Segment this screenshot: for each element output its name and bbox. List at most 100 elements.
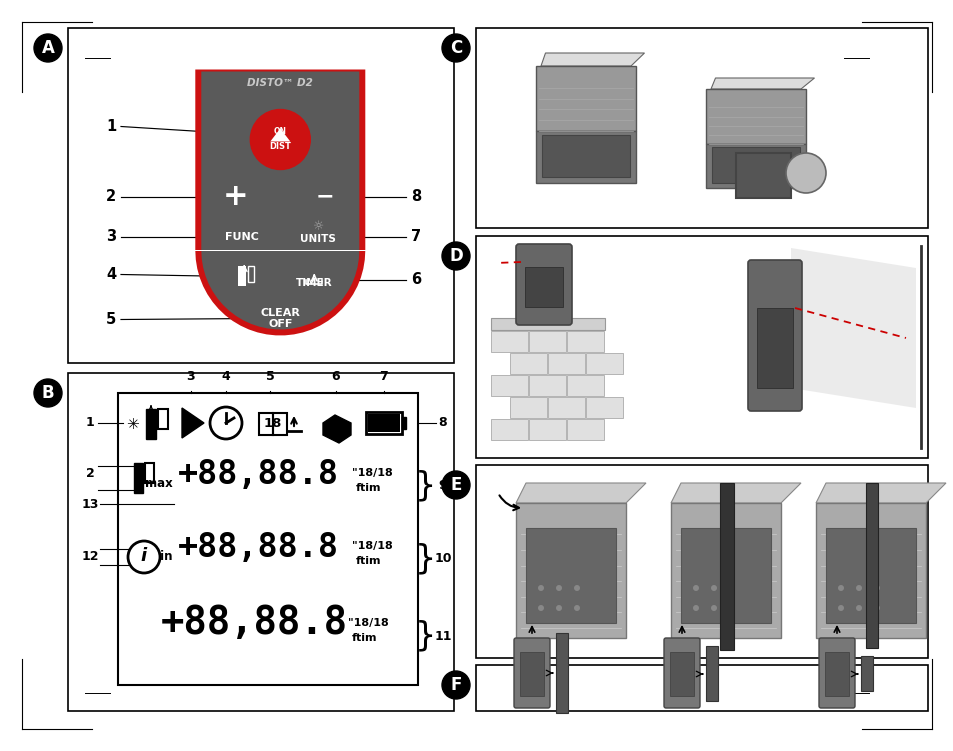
Circle shape <box>441 242 470 270</box>
Circle shape <box>128 541 160 573</box>
Bar <box>529 375 565 396</box>
Bar <box>566 375 603 396</box>
Text: "18/18: "18/18 <box>352 541 393 551</box>
Text: TIMER: TIMER <box>295 279 333 288</box>
Bar <box>525 528 616 623</box>
Text: }: } <box>414 469 436 502</box>
Bar <box>566 331 603 352</box>
Polygon shape <box>540 53 644 66</box>
Circle shape <box>710 605 717 611</box>
Bar <box>133 463 143 493</box>
Circle shape <box>855 605 862 611</box>
Circle shape <box>728 585 734 591</box>
Text: "18/18: "18/18 <box>348 618 388 628</box>
Text: 1: 1 <box>86 417 94 430</box>
Bar <box>720 483 733 650</box>
Polygon shape <box>182 408 204 438</box>
Bar <box>556 633 567 713</box>
Text: E: E <box>450 476 461 494</box>
Bar <box>536 66 636 131</box>
Text: −: − <box>315 186 335 207</box>
Text: UNITS: UNITS <box>300 234 335 243</box>
Bar <box>529 419 565 440</box>
Polygon shape <box>815 483 945 503</box>
Text: OFF: OFF <box>268 319 293 330</box>
Polygon shape <box>270 128 290 141</box>
Bar <box>585 397 622 418</box>
PathPatch shape <box>201 71 359 330</box>
Polygon shape <box>710 78 814 89</box>
Circle shape <box>692 605 699 611</box>
Text: 11: 11 <box>434 629 452 643</box>
Text: B: B <box>42 384 54 402</box>
Bar <box>680 528 770 623</box>
Text: 1: 1 <box>106 119 116 134</box>
Circle shape <box>837 585 843 591</box>
Bar <box>476 465 927 658</box>
Bar <box>566 419 603 440</box>
Polygon shape <box>790 248 915 408</box>
Bar <box>524 267 562 307</box>
Bar <box>529 331 565 352</box>
Bar <box>705 144 805 188</box>
Bar <box>158 409 168 429</box>
Bar <box>510 353 546 374</box>
Bar <box>735 153 790 198</box>
Text: 2: 2 <box>86 468 94 481</box>
Text: ✳: ✳ <box>127 418 139 433</box>
Bar <box>669 652 693 696</box>
FancyBboxPatch shape <box>818 638 854 708</box>
Text: ON: ON <box>274 127 287 136</box>
Circle shape <box>873 585 879 591</box>
Text: 18: 18 <box>264 418 282 430</box>
Bar <box>68 373 454 711</box>
Circle shape <box>250 110 310 170</box>
Circle shape <box>873 605 879 611</box>
Text: 6: 6 <box>411 272 420 287</box>
Text: 5: 5 <box>106 312 116 327</box>
Text: D: D <box>449 247 462 265</box>
Bar <box>118 393 417 685</box>
Circle shape <box>441 671 470 699</box>
Circle shape <box>574 605 579 611</box>
Text: min: min <box>149 550 172 563</box>
Text: 4: 4 <box>221 370 230 383</box>
Circle shape <box>537 605 543 611</box>
PathPatch shape <box>195 70 365 336</box>
Circle shape <box>441 471 470 499</box>
Bar <box>670 503 781 638</box>
Text: DISTO™ D2: DISTO™ D2 <box>247 79 313 89</box>
Text: 13: 13 <box>81 497 98 511</box>
Bar <box>248 267 254 282</box>
Text: 7: 7 <box>379 370 388 383</box>
Text: 8: 8 <box>411 189 420 204</box>
Text: 7: 7 <box>411 229 420 244</box>
Polygon shape <box>516 483 645 503</box>
Bar <box>401 417 406 429</box>
Circle shape <box>556 585 561 591</box>
Bar <box>258 413 273 435</box>
Circle shape <box>556 605 561 611</box>
Bar <box>476 665 927 711</box>
Text: "18/18: "18/18 <box>352 468 393 478</box>
Text: 12: 12 <box>81 550 99 563</box>
Text: 4: 4 <box>106 267 116 282</box>
Text: CLEAR: CLEAR <box>260 309 300 318</box>
Text: +88,88.8: +88,88.8 <box>178 458 338 491</box>
Text: 8: 8 <box>438 417 447 430</box>
Text: ☼: ☼ <box>313 220 324 233</box>
Bar <box>705 646 718 701</box>
Text: 9: 9 <box>438 479 447 493</box>
Bar <box>547 397 584 418</box>
FancyBboxPatch shape <box>514 638 550 708</box>
Text: 5: 5 <box>265 370 274 383</box>
Text: DIST: DIST <box>269 142 291 151</box>
Text: i: i <box>141 547 147 565</box>
Text: C: C <box>450 39 461 57</box>
Bar <box>491 375 527 396</box>
Text: F: F <box>450 676 461 694</box>
Bar <box>705 89 805 144</box>
Polygon shape <box>670 483 801 503</box>
Bar <box>476 28 927 228</box>
FancyBboxPatch shape <box>516 244 572 325</box>
